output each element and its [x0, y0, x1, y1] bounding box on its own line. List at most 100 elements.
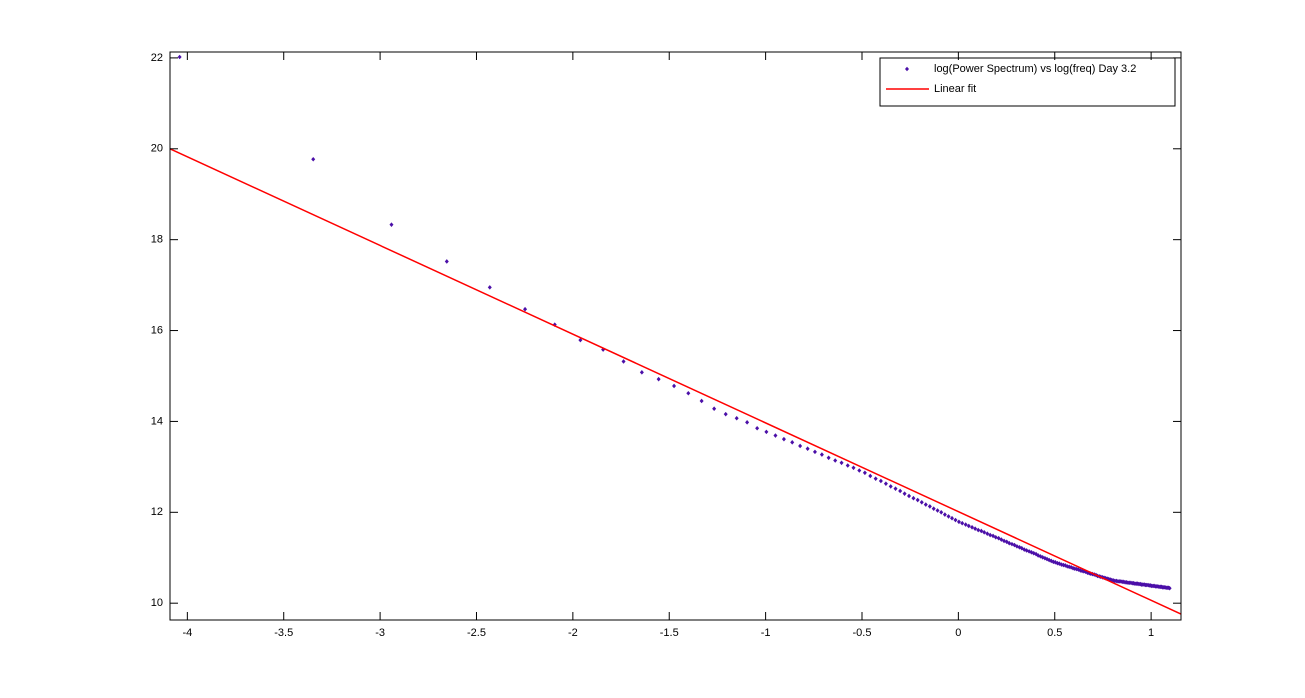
y-tick-label: 22	[151, 52, 163, 64]
data-point	[1167, 585, 1172, 591]
data-point	[996, 535, 1001, 541]
data-point	[523, 306, 528, 312]
y-tick-label: 12	[151, 506, 163, 518]
data-point	[950, 515, 955, 521]
data-point	[935, 508, 940, 513]
data-point	[487, 285, 492, 290]
data-point	[979, 528, 984, 534]
data-point	[1080, 568, 1085, 574]
y-tick-label: 20	[151, 143, 163, 155]
x-tick-label: 1	[1148, 627, 1154, 639]
data-point	[639, 370, 644, 375]
data-point	[1083, 569, 1088, 575]
data-point	[878, 478, 883, 484]
data-point	[868, 473, 873, 479]
data-point	[177, 54, 182, 60]
data-point	[956, 519, 961, 525]
data-point	[883, 481, 888, 486]
data-point	[826, 455, 831, 461]
data-point	[839, 460, 844, 466]
data-point	[982, 530, 987, 535]
data-point	[907, 493, 912, 499]
data-point	[976, 527, 981, 533]
data-point	[845, 463, 850, 468]
data-point	[656, 376, 661, 382]
data-point	[1022, 547, 1027, 552]
data-point	[939, 510, 944, 515]
data-point	[931, 506, 936, 511]
data-point	[798, 443, 803, 449]
x-tick-label: -3	[375, 627, 385, 639]
data-point	[888, 484, 893, 489]
data-point	[1067, 564, 1072, 570]
data-point	[389, 222, 394, 227]
data-point	[966, 523, 971, 529]
data-point	[919, 500, 924, 505]
fit-line	[169, 148, 1182, 615]
x-tick-label: -2.5	[467, 627, 486, 639]
plot-area	[170, 52, 1181, 620]
data-point	[963, 522, 968, 527]
data-point	[734, 415, 739, 421]
data-point	[672, 383, 677, 389]
data-point	[857, 468, 862, 473]
data-point	[898, 488, 903, 494]
data-point	[781, 436, 786, 442]
data-point	[970, 525, 975, 530]
data-point	[699, 398, 704, 404]
y-tick-label: 10	[151, 597, 163, 609]
x-tick-label: -1.5	[660, 627, 679, 639]
data-point	[773, 433, 778, 438]
legend: log(Power Spectrum) vs log(freq) Day 3.2…	[879, 57, 1176, 107]
data-point	[745, 420, 750, 425]
x-tick-label: -2	[568, 627, 578, 639]
data-point	[973, 526, 978, 531]
data-point	[960, 520, 965, 526]
legend-marker	[905, 66, 909, 72]
data-point	[812, 449, 817, 455]
legend-label: log(Power Spectrum) vs log(freq) Day 3.2	[934, 63, 1136, 75]
data-point	[764, 429, 769, 435]
x-tick-label: 0.5	[1047, 627, 1062, 639]
data-point	[833, 458, 838, 463]
data-point	[819, 452, 824, 457]
data-point	[988, 532, 993, 538]
x-tick-label: 0	[955, 627, 961, 639]
data-point	[790, 440, 795, 445]
axes-box	[169, 51, 1182, 621]
data-point	[712, 406, 717, 412]
data-point	[927, 504, 932, 509]
y-tick-label: 16	[151, 324, 163, 336]
legend-box	[879, 57, 1176, 107]
data-point	[1014, 544, 1019, 549]
x-tick-label: -1	[761, 627, 771, 639]
y-tick-label: 18	[151, 234, 163, 246]
legend-label: Linear fit	[934, 83, 976, 95]
data-point	[993, 534, 998, 540]
data-point	[902, 491, 907, 496]
data-point	[621, 359, 626, 364]
y-tick-label: 14	[151, 415, 163, 427]
data-point	[893, 486, 898, 491]
data-point	[953, 517, 958, 523]
data-point	[946, 514, 951, 519]
data-point	[985, 531, 990, 536]
data-point	[444, 259, 449, 264]
data-point	[1024, 548, 1029, 553]
data-point	[805, 446, 810, 451]
data-point	[311, 156, 316, 162]
x-tick-label: -4	[182, 627, 192, 639]
data-point	[942, 512, 947, 517]
data-point	[686, 390, 691, 396]
data-point	[755, 425, 760, 431]
data-point	[851, 465, 856, 471]
x-tick-label: -3.5	[274, 627, 293, 639]
x-tick-label: -0.5	[853, 627, 872, 639]
data-point	[915, 497, 920, 503]
data-point	[723, 411, 728, 417]
data-point	[911, 495, 916, 501]
data-point	[923, 502, 928, 507]
data-point	[862, 470, 867, 476]
